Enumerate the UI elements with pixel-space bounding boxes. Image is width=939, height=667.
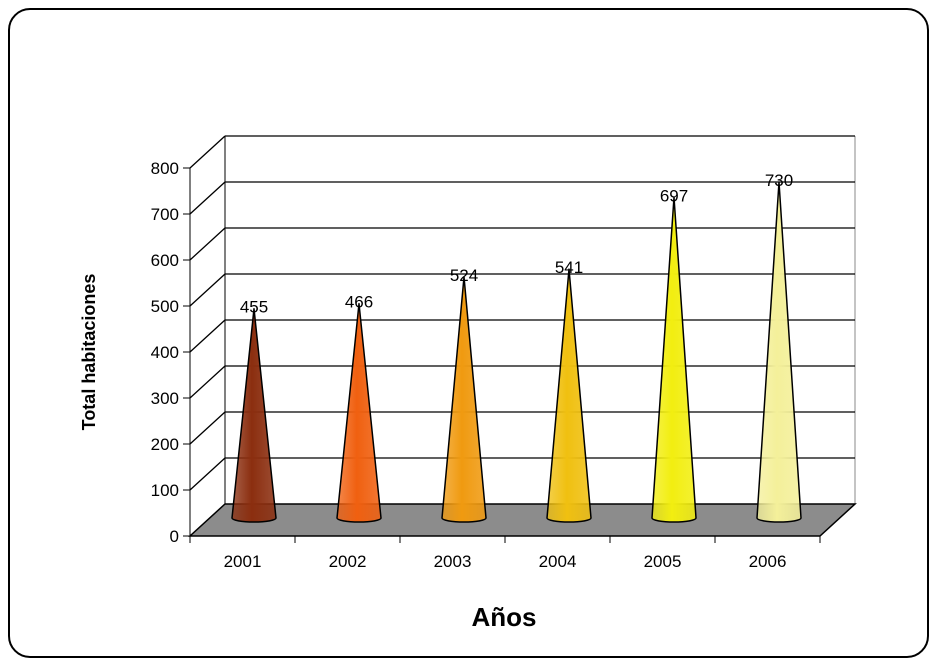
y-tick-label: 400 bbox=[151, 343, 179, 362]
data-label-2001: 455 bbox=[240, 298, 268, 317]
x-tick-label: 2001 bbox=[224, 552, 262, 571]
y-axis-title: Total habitaciones bbox=[79, 274, 99, 431]
labels: 455 466 524 541 697 730 bbox=[240, 171, 793, 317]
gridline-side bbox=[189, 181, 226, 215]
gridline-side bbox=[189, 319, 226, 353]
y-tick-label: 500 bbox=[151, 297, 179, 316]
cone-bar-2004 bbox=[546, 268, 592, 523]
cone-bar-2001 bbox=[231, 307, 277, 523]
x-tick-label: 2003 bbox=[434, 552, 472, 571]
gridline-side bbox=[189, 457, 226, 491]
cone-bar-2006 bbox=[756, 181, 802, 523]
gridline-side bbox=[189, 411, 226, 445]
data-label-2002: 466 bbox=[345, 293, 373, 312]
cones bbox=[231, 181, 802, 523]
gridline-side bbox=[189, 227, 226, 261]
gridlines bbox=[189, 135, 855, 491]
gridline-side bbox=[189, 365, 226, 399]
cone-bar-2002 bbox=[336, 302, 382, 523]
y-tick-label: 0 bbox=[170, 527, 179, 546]
data-label-2005: 697 bbox=[660, 186, 688, 205]
x-tick-label: 2005 bbox=[644, 552, 682, 571]
x-tick-label: 2002 bbox=[329, 552, 367, 571]
floor-plane bbox=[188, 503, 857, 537]
cone-bar-2003 bbox=[441, 276, 487, 523]
x-tick-label: 2006 bbox=[749, 552, 787, 571]
y-tick-label: 200 bbox=[151, 435, 179, 454]
y-tick-label: 800 bbox=[151, 159, 179, 178]
y-tick-label: 300 bbox=[151, 389, 179, 408]
x-tick-label: 2004 bbox=[539, 552, 577, 571]
chart-floor bbox=[188, 503, 857, 537]
y-tick-label: 600 bbox=[151, 251, 179, 270]
y-tick-label: 700 bbox=[151, 205, 179, 224]
data-label-2006: 730 bbox=[765, 171, 793, 190]
y-tick-label: 100 bbox=[151, 481, 179, 500]
axes: 0 100 200 300 400 500 600 700 800 2001 2002 2003 200… bbox=[151, 159, 821, 571]
chart-walls bbox=[189, 135, 856, 536]
cone-bar-2005 bbox=[651, 196, 697, 523]
data-label-2003: 524 bbox=[450, 266, 478, 285]
gridline-side bbox=[189, 135, 226, 169]
x-axis-title: Años bbox=[472, 602, 537, 632]
data-label-2004: 541 bbox=[555, 258, 583, 277]
gridline-side bbox=[189, 273, 226, 307]
